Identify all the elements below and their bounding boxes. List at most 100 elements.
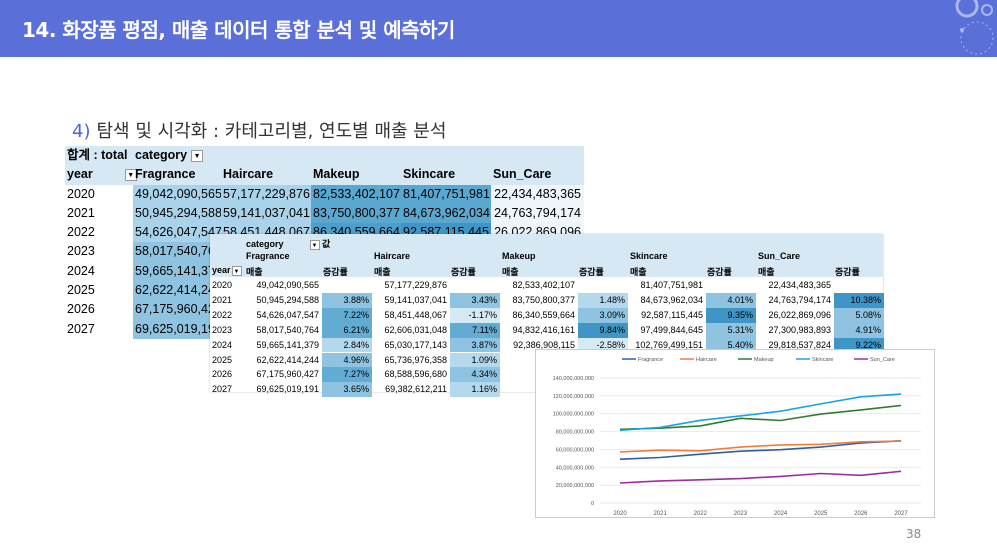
- sales-cell: 58,451,448,067: [384, 309, 447, 320]
- value-cell: 67,175,960,427: [133, 300, 222, 320]
- chart-svg: 0 20,000,000,000 40,000,000,000 60,000,000,…: [553, 357, 921, 517]
- row-year: 2026: [65, 300, 133, 320]
- page-number: 38: [906, 527, 922, 541]
- sales-cell: 54,626,047,547: [256, 309, 319, 320]
- growth-cell: 9.35%: [706, 307, 756, 323]
- growth-cell: 3.87%: [450, 337, 500, 353]
- filter-dropdown-icon[interactable]: ▼: [231, 265, 242, 276]
- growth-cell: 7.22%: [322, 307, 372, 323]
- value-cell: 59,141,037,041: [221, 203, 311, 224]
- column-field[interactable]: category ▼: [133, 146, 221, 165]
- column-header: Sun_Care: [493, 167, 552, 182]
- category-header: Skincare: [630, 251, 668, 261]
- row-year: 2022: [212, 309, 233, 320]
- row-year: 2027: [65, 319, 133, 339]
- growth-cell: 10.38%: [834, 292, 884, 308]
- subheader-growth: 증감률: [323, 267, 348, 277]
- table-row: 2021 50,945,294,588 3.88% 59,141,037,041 3.4…: [210, 292, 884, 308]
- table-row: 2025 62,622,414,244 4.96% 65,736,976,358 1.0…: [210, 352, 883, 368]
- growth-cell: 5.31%: [706, 322, 756, 338]
- subheader-sales: 매출: [630, 267, 647, 277]
- sales-cell: 59,141,037,041: [384, 294, 447, 305]
- table-row: 2026 67,175,960,427: [65, 300, 584, 320]
- subheader-sales: 매출: [502, 267, 519, 277]
- row-year: 2026: [212, 369, 233, 380]
- sales-cell: 50,945,294,588: [256, 294, 319, 305]
- x-tick-label: 2020: [613, 511, 627, 517]
- row-year: 2023: [212, 324, 233, 335]
- x-tick-label: 2024: [774, 511, 788, 517]
- value-cell: 83,750,800,377: [311, 203, 401, 224]
- sales-cell: 26,022,869,096: [768, 309, 831, 320]
- sales-cell: 59,665,141,379: [256, 339, 319, 350]
- column-field-label: category: [135, 148, 188, 162]
- sales-cell: 68,588,596,680: [384, 369, 447, 380]
- value-cell: 24,763,794,174: [491, 203, 584, 224]
- series-line-fragrance: [619, 440, 902, 460]
- growth-cell: 3.43%: [450, 292, 500, 308]
- category-header: Makeup: [502, 251, 536, 261]
- row-year: 2025: [65, 281, 133, 301]
- column-field[interactable]: category ▼ 값: [246, 237, 330, 250]
- sales-cell: 49,042,090,565: [256, 280, 319, 290]
- column-header: Makeup: [313, 167, 360, 182]
- decoration-icon: [955, 0, 994, 55]
- column-header: Fragrance: [135, 167, 196, 182]
- section-title: 탐색 및 시각화 : 카테고리별, 연도별 매출 분석: [96, 121, 447, 142]
- value-cell: 22,434,483,365: [491, 184, 584, 204]
- sales-cell: 94,832,416,161: [512, 324, 575, 335]
- row-year: 2025: [212, 354, 233, 365]
- pivot-header: category ▼ 값 Fragrance Haircare Makeup Sk…: [210, 234, 883, 277]
- slide-header: 14. 화장품 평점, 매출 데이터 통합 분석 및 예측하기: [0, 0, 997, 57]
- subheader-growth: 증감률: [835, 267, 860, 277]
- column-field-label: category: [246, 239, 284, 249]
- growth-cell: 5.08%: [834, 307, 884, 323]
- growth-cell: 3.88%: [322, 292, 372, 308]
- value-cell: 57,177,229,876: [221, 184, 311, 204]
- series-line-makeup: [619, 404, 902, 431]
- table-row: 2021 50,945,294,588 59,141,037,041 83,750,8…: [65, 203, 584, 224]
- sales-cell: 82,533,402,107: [512, 280, 575, 290]
- growth-cell: -2.58%: [578, 337, 628, 353]
- y-tick-label: 40,000,000,000: [556, 465, 594, 471]
- column-header: Skincare: [403, 167, 456, 182]
- series-line-skincare: [619, 393, 902, 432]
- value-label: 값: [322, 239, 331, 249]
- growth-cell: [450, 278, 500, 293]
- growth-cell: 9.84%: [578, 322, 628, 338]
- table-row: 2027 69,625,019,191: [65, 319, 584, 339]
- y-tick-label: 60,000,000,000: [556, 447, 594, 453]
- y-tick-label: 80,000,000,000: [556, 430, 594, 436]
- filter-dropdown-icon[interactable]: ▼: [191, 149, 204, 162]
- sales-cell: 65,736,976,358: [384, 354, 447, 365]
- table-row: 2023 58,017,540,764: [65, 242, 584, 262]
- growth-cell: [322, 278, 372, 293]
- pivot-corner: 합계 : total: [67, 148, 128, 162]
- growth-cell: 7.11%: [450, 322, 500, 338]
- series-line-sun_care: [619, 470, 902, 484]
- growth-cell: 4.91%: [834, 322, 884, 338]
- sales-cell: 57,177,229,876: [384, 280, 447, 290]
- growth-cell: 3.09%: [578, 307, 628, 323]
- legend-label: Skincare: [812, 357, 833, 363]
- row-field[interactable]: year ▼: [65, 165, 137, 184]
- row-field[interactable]: year ▼: [212, 265, 242, 276]
- table-row: 2024 59,665,141,379: [65, 261, 584, 282]
- growth-cell: 1.16%: [450, 382, 500, 398]
- category-header: Sun_Care: [758, 251, 801, 261]
- row-year: 2021: [212, 294, 233, 305]
- growth-cell: -1.17%: [450, 307, 500, 323]
- growth-cell: 4.96%: [322, 352, 372, 368]
- legend-label: Haircare: [696, 357, 717, 363]
- growth-cell: 4.01%: [706, 292, 756, 308]
- growth-cell: 7.27%: [322, 367, 372, 383]
- filter-dropdown-icon[interactable]: ▼: [309, 239, 320, 250]
- value-cell: 59,665,141,379: [133, 261, 222, 282]
- sales-cell: 84,673,962,034: [640, 294, 703, 305]
- row-year: 2022: [65, 223, 133, 243]
- filter-dropdown-icon[interactable]: ▼: [124, 169, 137, 181]
- category-header: Fragrance: [246, 251, 290, 261]
- subheader-growth: 증감률: [451, 267, 476, 277]
- table-row: 2025 62,622,414,244: [65, 281, 584, 301]
- value-cell: 49,042,090,565: [133, 184, 222, 204]
